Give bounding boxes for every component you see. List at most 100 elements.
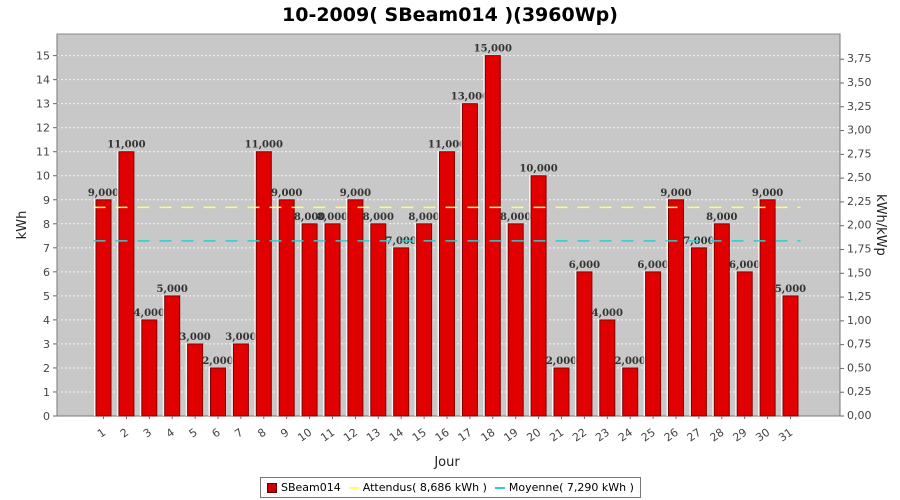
bar: [278, 199, 295, 417]
legend: SBeam014 Attendus( 8,686 kWh ) Moyenne( …: [260, 477, 641, 498]
y-tick-label: 7: [43, 242, 50, 255]
x-tick-label: 16: [433, 426, 452, 445]
y2-tick-label: 1,75: [847, 242, 872, 255]
x-tick-label: 5: [187, 426, 200, 441]
bar: [530, 175, 547, 417]
data-label: 3,000: [225, 332, 256, 343]
x-tick-label: 19: [501, 426, 520, 445]
x-tick-label: 26: [662, 426, 681, 445]
x-tick-label: 17: [456, 426, 475, 445]
x-tick-label: 14: [387, 426, 406, 445]
data-label: 7,000: [386, 236, 417, 247]
y-tick-label: 5: [43, 290, 50, 303]
data-label: 6,000: [569, 260, 600, 271]
bar: [416, 223, 433, 417]
x-tick-label: 13: [364, 426, 383, 445]
x-tick-label: 1: [95, 426, 108, 441]
x-tick-label: 28: [708, 426, 727, 445]
y-axis-title: kWh: [15, 211, 30, 240]
x-tick-label: 22: [570, 426, 589, 445]
bar: [439, 151, 455, 417]
data-label: 10,000: [519, 164, 557, 175]
bar: [210, 367, 226, 417]
bar: [782, 295, 799, 417]
y2-tick-label: 0,75: [847, 338, 872, 351]
data-label: 8,000: [500, 212, 531, 223]
legend-item-attendus: Attendus( 8,686 kWh ): [348, 481, 487, 494]
bar: [118, 151, 135, 417]
y2-tick-label: 3,75: [847, 52, 872, 65]
y2-tick-label: 0,25: [847, 385, 872, 398]
bar: [301, 223, 318, 417]
bar: [95, 199, 112, 417]
legend-swatch-line-icon: [494, 486, 505, 489]
data-label: 4,000: [134, 308, 165, 319]
y-tick-label: 1: [43, 386, 50, 399]
y-tick-label: 14: [36, 74, 50, 87]
bar: [736, 271, 753, 417]
x-tick-label: 21: [547, 426, 566, 445]
data-label: 15,000: [474, 44, 512, 55]
data-label: 9,000: [752, 188, 783, 199]
bar: [484, 55, 501, 417]
x-tick-label: 24: [616, 426, 635, 445]
x-tick-label: 7: [232, 426, 245, 441]
data-label: 2,000: [546, 356, 577, 367]
y-tick-label: 0: [43, 410, 50, 423]
data-label: 11,000: [107, 140, 145, 151]
bar: [553, 367, 570, 417]
data-label: 9,000: [340, 188, 371, 199]
bar: [187, 343, 204, 417]
y2-tick-label: 1,50: [847, 266, 872, 279]
y-tick-label: 15: [36, 50, 50, 63]
data-label: 4,000: [592, 308, 623, 319]
y2-tick-label: 0,00: [847, 409, 872, 422]
x-tick-label: 12: [341, 426, 360, 445]
bar: [645, 271, 662, 417]
y-tick-label: 6: [43, 266, 50, 279]
data-label: 8,000: [294, 212, 325, 223]
bar: [232, 343, 249, 417]
bar: [690, 247, 707, 417]
data-label: 5,000: [157, 284, 188, 295]
legend-item-sbeam014: SBeam014: [267, 481, 341, 494]
y-tick-label: 9: [43, 194, 50, 207]
bar: [141, 319, 158, 417]
bar: [461, 103, 478, 417]
x-tick-label: 9: [278, 426, 291, 441]
bar: [507, 223, 524, 417]
bar: [668, 199, 684, 417]
x-tick-label: 10: [295, 426, 314, 445]
y2-tick-label: 2,50: [847, 171, 872, 184]
data-label: 2,000: [202, 356, 233, 367]
x-tick-label: 20: [524, 426, 543, 445]
bar: [255, 151, 272, 417]
chart-title: 10-2009( SBeam014 )(3960Wp): [282, 4, 618, 26]
x-axis-title: Jour: [433, 455, 460, 470]
y-tick-label: 4: [43, 314, 50, 327]
bar: [164, 295, 181, 417]
x-tick-label: 23: [593, 426, 612, 445]
x-tick-label: 29: [730, 426, 749, 445]
y2-tick-label: 2,25: [847, 195, 872, 208]
y-tick-label: 3: [43, 338, 50, 351]
data-label: 13,000: [451, 92, 489, 103]
data-label: 6,000: [729, 260, 760, 271]
data-label: 8,000: [317, 212, 348, 223]
x-tick-label: 18: [479, 426, 498, 445]
y2-tick-label: 0,50: [847, 361, 872, 374]
legend-item-moyenne: Moyenne( 7,290 kWh ): [494, 481, 634, 494]
y-tick-label: 11: [36, 146, 50, 159]
legend-label-sbeam014: SBeam014: [281, 481, 341, 494]
x-tick-label: 4: [164, 426, 177, 441]
data-label: 9,000: [271, 188, 302, 199]
data-label: 9,000: [88, 188, 119, 199]
x-tick-label: 25: [639, 426, 658, 445]
bar: [347, 199, 364, 417]
y2-tick-label: 3,50: [847, 76, 872, 89]
y2-tick-label: 1,25: [847, 290, 872, 303]
x-tick-label: 2: [118, 426, 131, 441]
y2-tick-label: 2,00: [847, 219, 872, 232]
y-tick-label: 2: [43, 362, 50, 375]
data-label: 3,000: [179, 332, 210, 343]
